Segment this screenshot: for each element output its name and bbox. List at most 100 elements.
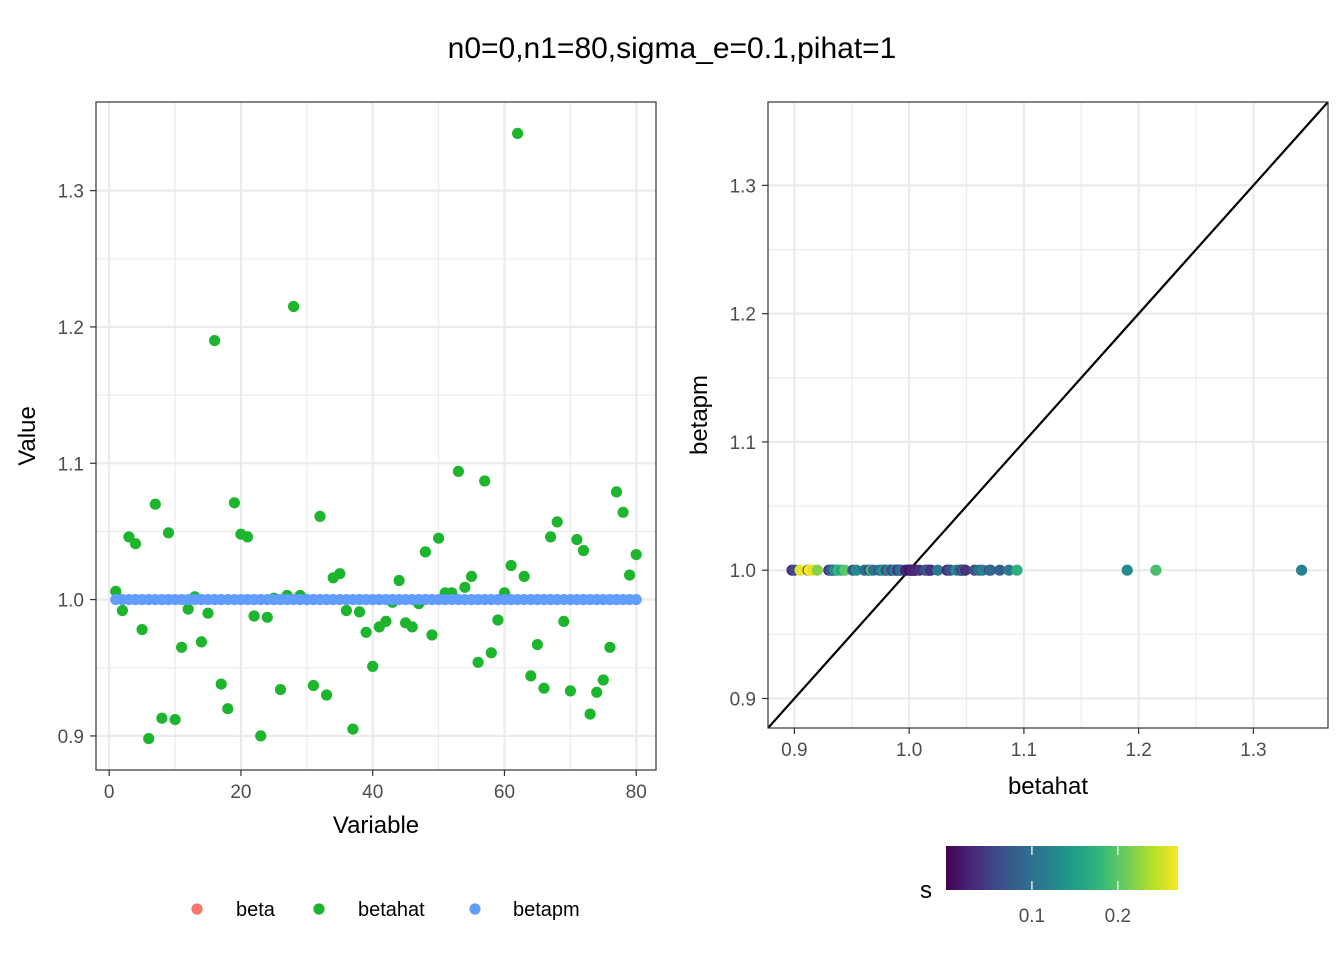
betahat-point <box>610 486 623 498</box>
right-y-tick-label: 1.0 <box>730 561 756 582</box>
legend-label-betahat: betahat <box>358 899 425 921</box>
colorbar-ticks: 0.1 0.2 <box>1019 846 1131 927</box>
right-y-axis-label: betapm <box>686 375 713 455</box>
left-x-tick-label: 0 <box>104 782 115 803</box>
betahat-point <box>367 660 379 673</box>
betahat-point <box>143 733 155 745</box>
scatter-point <box>932 564 944 576</box>
betahat-point <box>334 568 346 580</box>
left-panel-border <box>95 101 657 771</box>
betahat-point <box>209 335 221 347</box>
betahat-point <box>360 626 372 638</box>
betahat-point <box>624 569 636 581</box>
betahat-point <box>591 686 603 698</box>
betahat-point <box>485 647 497 659</box>
right-gridlines <box>768 102 1328 728</box>
left-x-tick-label: 40 <box>362 782 383 803</box>
betahat-point <box>452 465 464 477</box>
left-y-axis-label: Value <box>14 406 41 466</box>
betahat-point <box>545 531 557 543</box>
betahat-point <box>472 656 484 668</box>
betahat-point <box>182 603 194 615</box>
betahat-point <box>577 544 590 557</box>
right-x-tick-label: 1.1 <box>1011 740 1037 761</box>
betahat-point <box>597 674 609 686</box>
left-y-tick-label: 1.2 <box>58 318 84 339</box>
legend: beta betahat betapm <box>191 899 580 921</box>
betahat-point <box>288 300 300 313</box>
left-data-points <box>110 127 642 745</box>
betahat-point <box>274 684 287 696</box>
right-y-tick-label: 1.1 <box>730 433 756 454</box>
betahat-point <box>156 712 168 724</box>
legend-key-beta <box>191 903 203 915</box>
betahat-point <box>433 532 445 544</box>
betahat-point <box>492 614 504 626</box>
right-x-axis-label: betahat <box>1008 773 1088 800</box>
colorbar-tick-label: 0.1 <box>1019 906 1045 927</box>
betahat-point <box>248 610 260 622</box>
colorbar-tick-label: 0.2 <box>1105 906 1131 927</box>
right-axis-ticks: 0.9 1.0 1.1 1.2 1.3 0.9 1.0 1.1 1.2 1.3 <box>730 176 1267 761</box>
betahat-point <box>538 682 550 694</box>
scatter-point <box>994 564 1006 576</box>
betahat-point <box>531 639 544 651</box>
betahat-point <box>505 559 517 572</box>
betahat-point <box>321 689 333 701</box>
betahat-point <box>518 570 530 583</box>
betahat-point <box>465 570 478 583</box>
betahat-point <box>241 531 254 543</box>
betahat-point <box>340 604 352 617</box>
betahat-point <box>136 624 148 636</box>
betahat-point <box>564 685 577 697</box>
left-panel-background <box>96 102 656 770</box>
betahat-point <box>202 607 214 619</box>
betahat-point <box>584 708 596 720</box>
scatter-point <box>1296 564 1308 576</box>
scatter-point <box>839 564 851 576</box>
betahat-point <box>380 615 392 628</box>
colorbar: s 0.1 0.2 <box>920 846 1178 927</box>
betahat-point <box>215 678 227 690</box>
betahat-point <box>110 585 122 598</box>
betahat-point <box>222 703 234 715</box>
betahat-point <box>307 679 319 692</box>
betahat-point <box>353 606 366 618</box>
betahat-point <box>479 475 491 487</box>
left-x-axis-label: Variable <box>333 812 419 839</box>
betahat-point <box>511 127 524 139</box>
left-y-tick-label: 1.3 <box>58 182 84 203</box>
betahat-point <box>176 641 188 653</box>
betahat-point <box>551 516 563 528</box>
colorbar-title: s <box>920 877 932 904</box>
scatter-point <box>959 564 972 576</box>
left-plot-panel: 0 20 40 60 80 0.9 1.0 1.1 1.2 1.3 Variable Value <box>14 101 657 839</box>
scatter-point <box>985 564 997 576</box>
legend-key-betahat <box>313 903 325 915</box>
right-y-tick-label: 0.9 <box>730 689 756 710</box>
betahat-point <box>116 604 128 617</box>
left-x-tick-label: 80 <box>626 782 647 803</box>
betahat-point <box>426 629 438 641</box>
betahat-point <box>630 549 642 561</box>
betahat-point <box>314 510 326 522</box>
left-x-tick-label: 20 <box>230 782 251 803</box>
betahat-point <box>255 730 267 742</box>
betahat-point <box>195 636 207 648</box>
right-x-tick-label: 1.3 <box>1240 740 1266 761</box>
right-panel-border <box>767 101 1329 729</box>
betahat-point <box>149 498 161 510</box>
legend-label-betapm: betapm <box>513 899 580 921</box>
left-x-tick-label: 60 <box>494 782 515 803</box>
right-plot-panel: 0.9 1.0 1.1 1.2 1.3 0.9 1.0 1.1 1.2 1.3 betahat b… <box>686 101 1329 800</box>
colorbar-gradient <box>946 846 1178 890</box>
right-x-tick-label: 1.2 <box>1125 740 1151 761</box>
right-data-points <box>786 564 1308 576</box>
scatter-point <box>1150 564 1162 576</box>
betapm-point <box>630 594 642 606</box>
betahat-point <box>419 546 431 558</box>
betahat-point <box>393 574 405 587</box>
betahat-point <box>169 714 181 726</box>
left-y-tick-label: 1.1 <box>58 454 84 475</box>
